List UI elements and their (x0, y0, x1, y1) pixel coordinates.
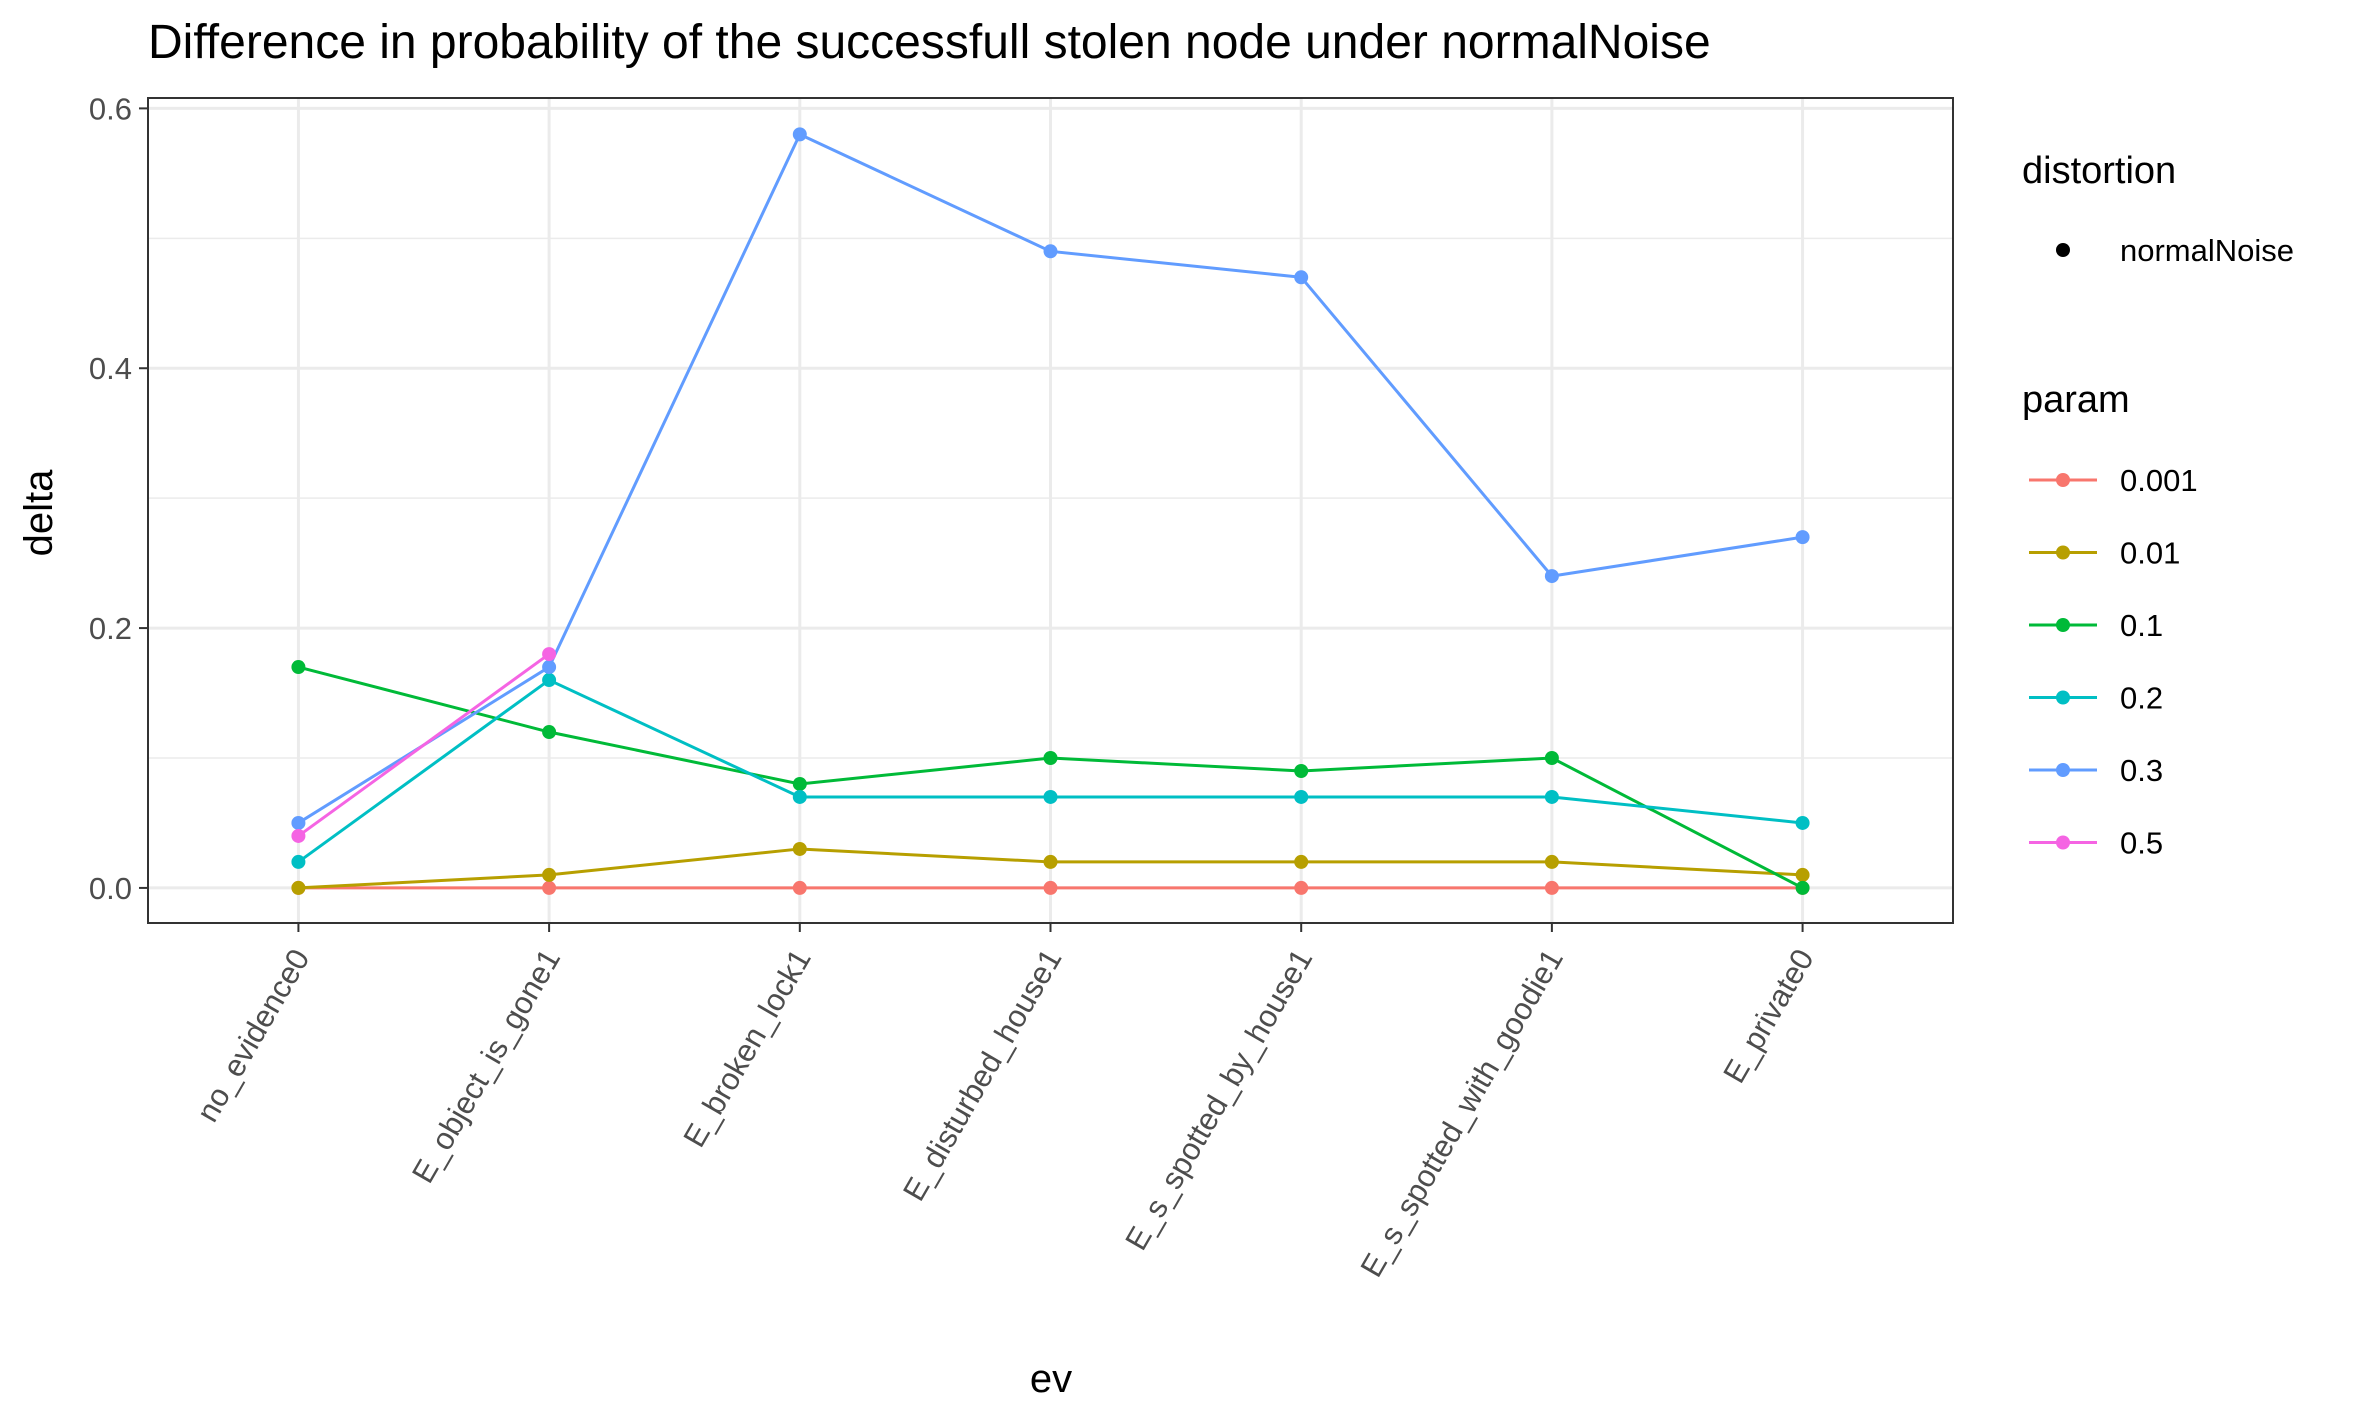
data-point-0.01-E_disturbed_house1 (1043, 854, 1058, 869)
data-point-0.3-no_evidence0 (291, 815, 306, 830)
data-point-0.1-E_s_spotted_by_house1 (1294, 763, 1309, 778)
legend-param-label: 0.5 (2120, 826, 2163, 861)
x-tick-label: E_disturbed_house1 (896, 943, 1069, 1207)
x-tick-label: E_broken_lock1 (676, 943, 817, 1153)
data-point-0.3-E_object_is_gone1 (542, 660, 557, 675)
data-point-0.1-E_object_is_gone1 (542, 725, 557, 740)
legend-param-label: 0.1 (2120, 608, 2163, 643)
data-point-0.001-E_object_is_gone1 (542, 880, 557, 895)
data-point-0.001-E_s_spotted_by_house1 (1294, 880, 1309, 895)
data-point-0.1-no_evidence0 (291, 660, 306, 675)
data-point-0.3-E_private0 (1795, 530, 1810, 545)
x-tick-label: no_evidence0 (190, 943, 317, 1128)
y-tick-label: 0.6 (89, 91, 132, 126)
data-point-0.2-E_s_spotted_with_goodie1 (1544, 789, 1559, 804)
legend-param-label: 0.01 (2120, 536, 2180, 571)
data-point-0.01-E_private0 (1795, 867, 1810, 882)
series-line-0.5 (297, 652, 550, 838)
legend-param-key-point (2056, 618, 2070, 632)
data-point-0.2-no_evidence0 (291, 854, 306, 869)
y-tick-label: 0.4 (89, 351, 132, 386)
legend-param-title: param (2022, 379, 2130, 421)
data-point-0.3-E_disturbed_house1 (1043, 244, 1058, 259)
data-point-0.2-E_disturbed_house1 (1043, 789, 1058, 804)
legend-param-label: 0.2 (2120, 681, 2163, 716)
legend-param-key-point (2056, 763, 2070, 777)
legend-param-label: 0.001 (2120, 463, 2198, 498)
data-point-0.01-E_broken_lock1 (792, 841, 807, 856)
data-point-0.1-E_broken_lock1 (792, 776, 807, 791)
legend-param-key-point (2056, 835, 2070, 850)
chart-title: Difference in probability of the success… (148, 16, 1711, 69)
x-tick-label: E_private0 (1716, 943, 1820, 1089)
data-point-0.3-E_s_spotted_by_house1 (1294, 270, 1309, 285)
y-axis-title: delta (17, 469, 61, 556)
legend-param-key-point (2056, 690, 2070, 705)
data-point-0.1-E_disturbed_house1 (1043, 751, 1058, 765)
data-point-0.2-E_broken_lock1 (792, 789, 807, 804)
data-point-0.01-no_evidence0 (291, 880, 306, 895)
y-tick-label: 0.0 (89, 871, 132, 906)
legend-param-key-point (2056, 473, 2070, 487)
data-point-0.001-E_broken_lock1 (792, 880, 807, 895)
data-point-0.001-E_s_spotted_with_goodie1 (1544, 880, 1559, 895)
data-point-0.01-E_object_is_gone1 (542, 867, 557, 882)
legend-param: param 0.001 0.01 0.1 0.2 0.3 0.5 (2022, 379, 2198, 861)
plot-panel: 0.0 0.2 0.4 0.6 no_evidence0 E_object_is_gone… (89, 91, 1954, 1283)
data-point-0.01-E_s_spotted_by_house1 (1294, 854, 1309, 869)
data-point-0.2-E_object_is_gone1 (542, 673, 557, 688)
data-point-0.01-E_s_spotted_with_goodie1 (1544, 854, 1559, 869)
data-point-0.5-E_object_is_gone1 (542, 647, 557, 662)
legend-distortion-label: normalNoise (2120, 233, 2294, 268)
data-point-0.3-E_broken_lock1 (792, 127, 807, 142)
legend-param-key-point (2056, 545, 2070, 560)
y-tick-label: 0.2 (89, 611, 132, 646)
data-point-0.1-E_s_spotted_with_goodie1 (1544, 751, 1559, 765)
x-axis-title: ev (1030, 1357, 1072, 1401)
data-point-0.1-E_private0 (1795, 880, 1810, 895)
legend-distortion: distortion normalNoise (2022, 150, 2294, 268)
data-point-0.3-E_s_spotted_with_goodie1 (1544, 569, 1559, 584)
legend-distortion-title: distortion (2022, 150, 2176, 192)
x-tick-label: E_s_spotted_with_goodie1 (1353, 943, 1569, 1283)
legend-distortion-key (2056, 243, 2070, 257)
x-tick-label: E_s_spotted_by_house1 (1118, 943, 1319, 1256)
data-point-0.2-E_private0 (1795, 815, 1810, 830)
legend-param-label: 0.3 (2120, 753, 2163, 788)
x-tick-label: E_object_is_gone1 (405, 943, 567, 1189)
data-point-0.2-E_s_spotted_by_house1 (1294, 789, 1309, 804)
data-point-0.001-E_disturbed_house1 (1043, 880, 1058, 895)
data-point-0.5-no_evidence0 (291, 828, 306, 843)
